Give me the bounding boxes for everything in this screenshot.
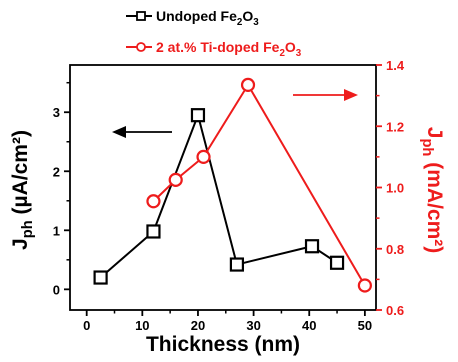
data-point-doped — [196, 149, 211, 164]
legend-entry-doped: 2 at.% Ti-doped Fe2O3 — [126, 39, 302, 59]
legend-entry-undoped: Undoped Fe2O3 — [126, 8, 259, 28]
data-point-doped — [168, 172, 183, 187]
y-right-title-unit: (mA/cm²) — [423, 156, 446, 253]
legend-doped-prefix: 2 at.% Ti-doped Fe — [156, 39, 280, 55]
x-tick-label: 40 — [302, 318, 316, 333]
legend-label-doped: 2 at.% Ti-doped Fe2O3 — [156, 39, 302, 59]
data-point-undoped — [93, 270, 108, 285]
data-point-doped — [146, 194, 161, 209]
data-point-doped — [240, 77, 256, 93]
series-undoped — [93, 108, 345, 285]
legend-undoped-prefix: Undoped Fe — [156, 8, 237, 24]
series-line-undoped — [99, 111, 338, 279]
legend-doped-mid: O — [285, 39, 296, 55]
y-left-title-main: J — [9, 238, 32, 250]
x-tick-label: 0 — [83, 318, 90, 333]
data-point-doped — [357, 278, 372, 293]
legend-marker-doped — [136, 42, 146, 52]
arrow-right-head — [344, 89, 358, 101]
y-axis-left: 0 1 2 3 — [53, 81, 70, 297]
y-right-tick-label: 1.4 — [386, 58, 405, 73]
legend-undoped-sub1: 2 — [237, 17, 243, 28]
legend-doped-sub2: 3 — [296, 48, 302, 59]
y-right-tick-label: 1.2 — [386, 119, 404, 134]
y-left-tick-label: 1 — [53, 223, 60, 238]
data-point-undoped — [304, 239, 320, 254]
legend-doped-sub1: 2 — [279, 48, 285, 59]
data-point-undoped — [329, 255, 345, 270]
x-tick-label: 30 — [246, 318, 260, 333]
x-tick-label: 20 — [191, 318, 205, 333]
data-point-undoped — [229, 257, 245, 272]
arrow-left-head — [112, 126, 126, 138]
legend: Undoped Fe2O3 2 at.% Ti-doped Fe2O3 — [126, 8, 302, 59]
x-tick-label: 50 — [358, 318, 372, 333]
y-right-tick-label: 0.6 — [386, 303, 404, 318]
plot-frame — [69, 64, 377, 311]
series-line-doped — [152, 82, 366, 287]
series-doped — [146, 77, 372, 293]
legend-undoped-sub2: 3 — [253, 17, 259, 28]
y-right-title-sub: ph — [419, 138, 435, 156]
y-axis-right: 0.6 0.8 1.0 1.2 1.4 — [376, 58, 405, 318]
series-layer — [93, 77, 372, 293]
y-axis-left-title: Jph (µA/cm²) — [9, 130, 36, 250]
x-axis-title: Thickness (nm) — [146, 333, 300, 356]
legend-marker-undoped — [136, 11, 146, 21]
y-left-tick-label: 0 — [53, 282, 60, 297]
legend-undoped-mid: O — [242, 8, 253, 24]
y-left-tick-label: 3 — [53, 105, 60, 120]
legend-label-undoped: Undoped Fe2O3 — [156, 8, 259, 28]
x-tick-label: 10 — [135, 318, 149, 333]
x-axis: 0 10 20 30 40 50 — [83, 310, 372, 333]
y-left-title-sub: ph — [20, 220, 36, 238]
y-axis-right-title: Jph (mA/cm²) — [419, 127, 446, 253]
y-right-tick-label: 1.0 — [386, 181, 404, 196]
y-right-title-main: J — [423, 127, 446, 139]
arrow-left-black — [112, 126, 172, 138]
data-point-undoped — [190, 108, 206, 123]
data-point-undoped — [146, 224, 161, 239]
arrow-right-red — [293, 89, 358, 101]
y-left-tick-label: 2 — [53, 164, 60, 179]
y-right-tick-label: 0.8 — [386, 242, 404, 257]
y-left-title-unit: (µA/cm²) — [9, 130, 32, 220]
